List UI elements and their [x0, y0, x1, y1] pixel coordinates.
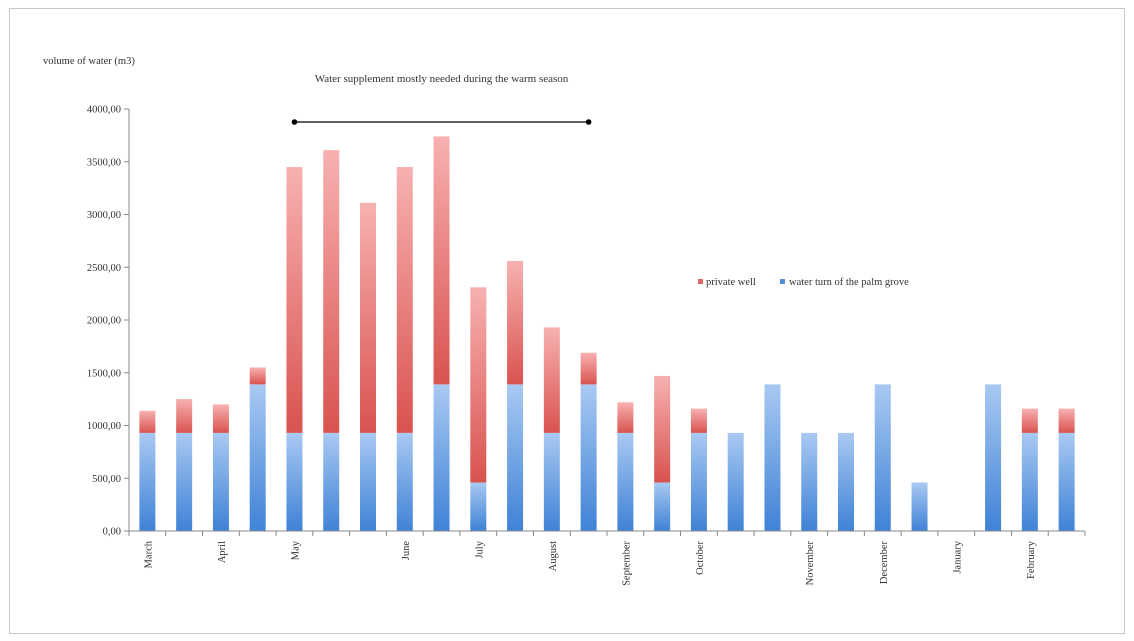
- bar-private-well: [690, 408, 707, 433]
- bar-water-turn: [911, 482, 928, 531]
- bar-water-turn: [286, 432, 303, 531]
- bar-private-well: [1058, 408, 1075, 433]
- bar-private-well: [212, 404, 229, 433]
- bar-private-well: [1021, 408, 1038, 433]
- bar-water-turn: [139, 432, 156, 531]
- x-tick-label: November: [805, 541, 816, 586]
- bar-water-turn: [654, 482, 671, 531]
- bar-private-well: [249, 367, 266, 385]
- x-tick-label: March: [143, 540, 154, 568]
- bar-water-turn: [323, 432, 340, 531]
- legend-label-private-well: private well: [706, 277, 756, 288]
- y-tick-label: 500,00: [92, 474, 121, 485]
- axes: [128, 109, 1086, 536]
- bar-private-well: [139, 410, 156, 433]
- annotation-text: Water supplement mostly needed during th…: [315, 73, 569, 85]
- bar-water-turn: [690, 432, 707, 531]
- y-tick-label: 2000,00: [87, 316, 121, 327]
- x-tick-label: May: [290, 540, 301, 560]
- bar-private-well: [176, 399, 193, 433]
- bar-private-well: [470, 287, 487, 483]
- bar-water-turn: [727, 432, 744, 531]
- x-tick-label: October: [695, 541, 706, 575]
- bar-private-well: [580, 352, 597, 385]
- bar-water-turn: [985, 384, 1002, 531]
- y-tick-label: 1500,00: [87, 368, 121, 379]
- bar-water-turn: [838, 432, 854, 531]
- bar-private-well: [433, 136, 450, 385]
- x-tick-label: June: [401, 541, 412, 561]
- legend: private well water turn of the palm grov…: [698, 277, 909, 288]
- x-axis-labels: March April May June July August September Octo…: [143, 540, 1036, 586]
- bar-water-turn: [617, 432, 634, 531]
- bar-water-turn: [543, 432, 560, 531]
- x-tick-label: July: [474, 540, 485, 558]
- y-tick-label: 0,00: [103, 527, 121, 538]
- bar-water-turn: [801, 432, 818, 531]
- bar-private-well: [360, 202, 376, 433]
- chart-frame: volume of water (m3) Water supplement mo…: [9, 8, 1125, 634]
- bar-water-turn: [433, 384, 450, 531]
- bar-water-turn: [764, 384, 781, 531]
- legend-swatch-private-well: [698, 279, 703, 284]
- x-tick-label: September: [621, 541, 632, 586]
- stacked-bar-chart: volume of water (m3) Water supplement mo…: [43, 56, 1086, 586]
- bar-private-well: [654, 375, 671, 483]
- legend-label-water-turn: water turn of the palm grove: [789, 277, 909, 288]
- annotation-endpoint-end: [585, 119, 592, 125]
- y-tick-label: 4000,00: [87, 105, 121, 116]
- bar-water-turn: [249, 384, 266, 531]
- bar-private-well: [323, 150, 340, 433]
- bar-water-turn: [507, 384, 524, 531]
- annotation-endpoint-start: [291, 119, 298, 125]
- legend-swatch-water-turn: [780, 279, 785, 284]
- bar-water-turn: [470, 482, 487, 531]
- bar-water-turn: [360, 432, 376, 531]
- bar-private-well: [617, 402, 634, 433]
- bar-private-well: [543, 327, 560, 433]
- x-tick-label: April: [217, 541, 228, 563]
- y-axis-ticks: 0,00 500,00 1000,00 1500,00 2000,00 2500,00 30…: [87, 105, 129, 538]
- x-tick-label: February: [1026, 540, 1037, 579]
- bar-water-turn: [212, 432, 229, 531]
- y-tick-label: 3500,00: [87, 157, 121, 168]
- bar-private-well: [286, 167, 303, 433]
- y-axis-title: volume of water (m3): [43, 56, 135, 67]
- x-tick-label: January: [952, 540, 963, 573]
- x-tick-label: August: [548, 541, 559, 571]
- y-tick-label: 2500,00: [87, 263, 121, 274]
- y-tick-label: 1000,00: [87, 421, 121, 432]
- bar-water-turn: [1021, 432, 1038, 531]
- bar-private-well: [507, 260, 524, 385]
- y-tick-label: 3000,00: [87, 210, 121, 221]
- bar-water-turn: [874, 384, 891, 531]
- bar-water-turn: [176, 432, 193, 531]
- bar-private-well: [396, 167, 413, 433]
- x-tick-label: December: [879, 540, 890, 584]
- bar-water-turn: [396, 432, 413, 531]
- annotation-arrow: [291, 119, 592, 125]
- bar-water-turn: [1058, 432, 1075, 531]
- bar-water-turn: [580, 384, 597, 531]
- bars: [139, 136, 1075, 531]
